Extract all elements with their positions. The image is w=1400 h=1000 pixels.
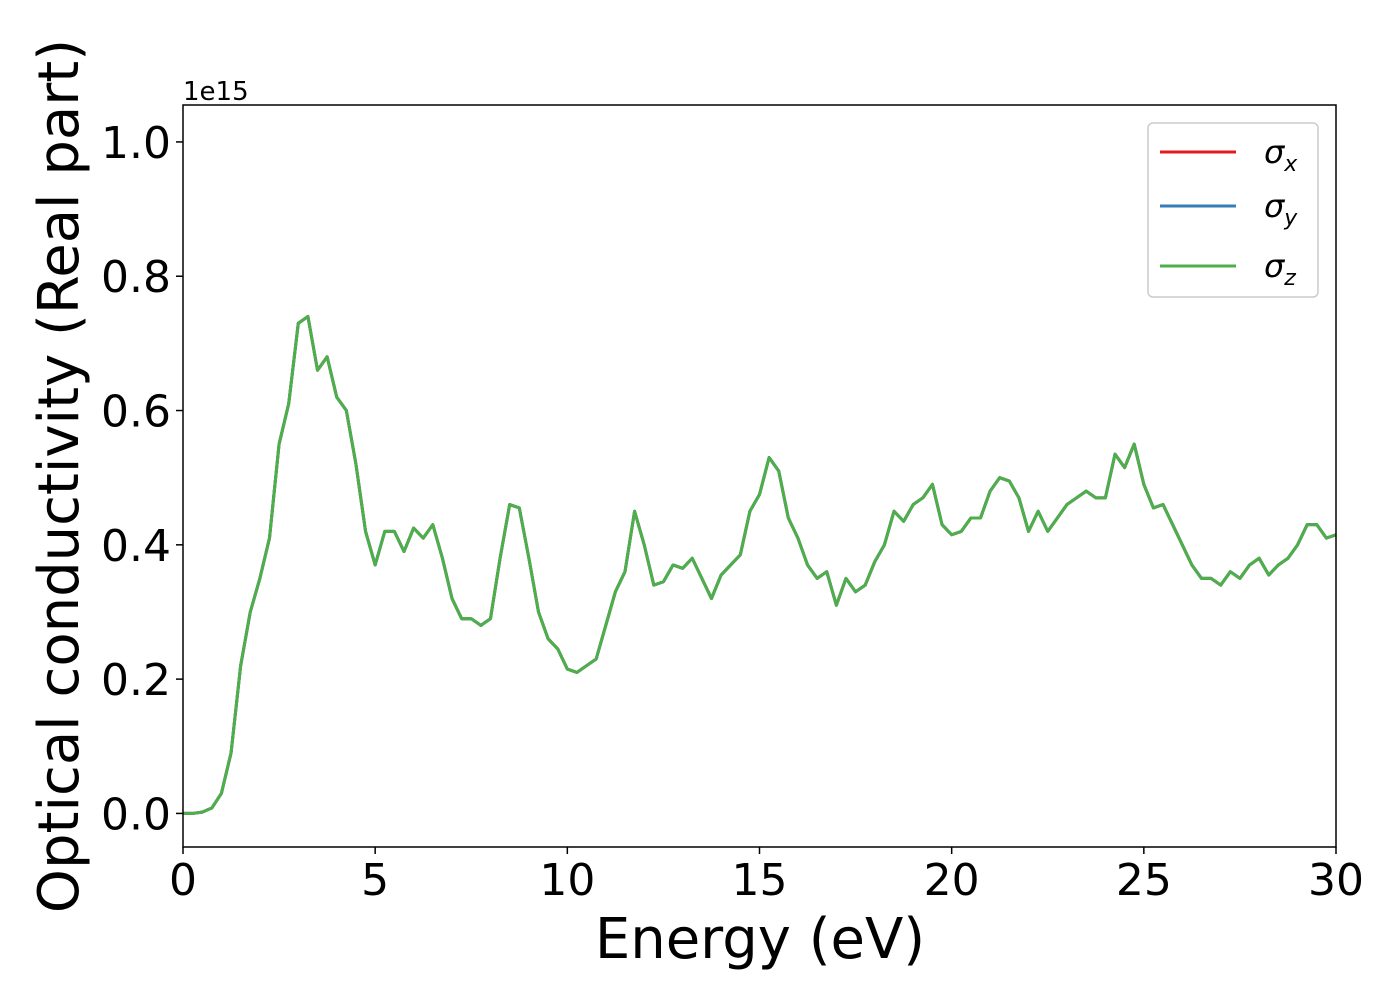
series-line xyxy=(183,315,1336,815)
y-tick-label: 1.0 xyxy=(101,118,171,169)
y-tick-label: 0.0 xyxy=(101,789,171,840)
y-tick-label: 0.6 xyxy=(101,387,171,438)
legend-box xyxy=(1147,122,1319,298)
y-axis-label: Optical conductivity (Real part) xyxy=(27,39,92,913)
x-tick-label: 0 xyxy=(169,855,197,906)
x-tick-label: 20 xyxy=(924,855,980,906)
x-tick-label: 30 xyxy=(1308,855,1364,906)
y-tick-label: 0.8 xyxy=(101,252,171,303)
x-tick-label: 10 xyxy=(539,855,595,906)
series-line xyxy=(183,315,1336,815)
x-tick-label: 25 xyxy=(1116,855,1172,906)
y-tick-label: 0.4 xyxy=(101,521,171,572)
legend-label: σy xyxy=(1264,187,1298,231)
y-offset-label: 1e15 xyxy=(183,77,249,107)
x-axis-label: Energy (eV) xyxy=(595,907,925,972)
y-tick-label: 0.2 xyxy=(101,655,171,706)
series-line xyxy=(183,315,1336,815)
x-tick-label: 5 xyxy=(361,855,389,906)
plot-frame xyxy=(182,104,1337,848)
x-tick-label: 15 xyxy=(732,855,788,906)
legend-label: σx xyxy=(1264,133,1298,177)
legend-label: σz xyxy=(1264,247,1296,291)
